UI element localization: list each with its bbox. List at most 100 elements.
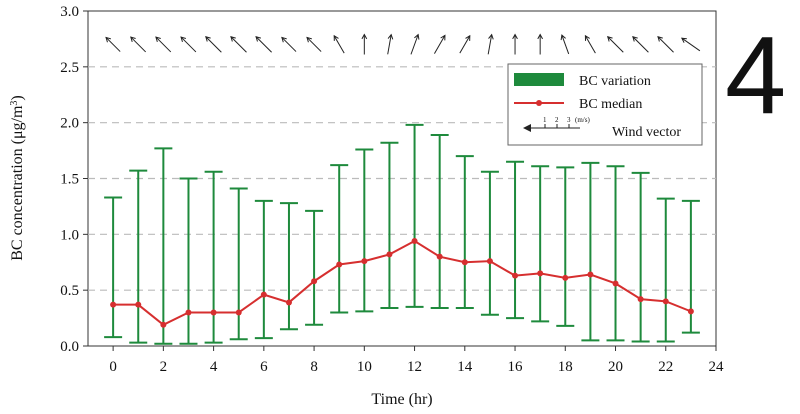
median-point bbox=[562, 274, 569, 281]
wind-vector-line bbox=[632, 36, 649, 53]
y-tick-label: 3.0 bbox=[60, 4, 79, 20]
legend-median-marker bbox=[536, 100, 542, 106]
wind-arrowhead-icon bbox=[130, 36, 136, 43]
wind-arrowhead-icon bbox=[488, 33, 494, 40]
median-point bbox=[135, 301, 142, 308]
wind-vector-line bbox=[180, 36, 197, 53]
y-tick-label: 2.0 bbox=[60, 116, 79, 132]
wind-vector-line bbox=[205, 36, 222, 53]
median-point bbox=[336, 261, 343, 268]
median-point bbox=[612, 280, 619, 287]
median-point bbox=[461, 259, 468, 266]
wind-arrowhead-icon bbox=[584, 34, 590, 41]
legend-wind-tick-label: 1 bbox=[543, 116, 547, 124]
median-point bbox=[637, 296, 644, 303]
y-axis-title: BC concentration (μg/m3) bbox=[9, 95, 27, 261]
wind-vector-line bbox=[459, 35, 471, 54]
median-point bbox=[110, 301, 117, 308]
x-tick-label: 16 bbox=[508, 359, 524, 375]
median-point bbox=[662, 298, 669, 305]
wind-vectors bbox=[105, 33, 701, 55]
y-tick-label: 0.5 bbox=[60, 283, 79, 299]
wind-vector-line bbox=[255, 36, 272, 53]
bc-median-series bbox=[110, 238, 694, 328]
x-tick-label: 6 bbox=[260, 359, 268, 375]
y-tick-label: 2.5 bbox=[60, 60, 79, 76]
wind-vector-line bbox=[105, 37, 121, 52]
median-point bbox=[260, 291, 267, 298]
wind-arrowhead-icon bbox=[333, 34, 339, 41]
x-tick-label: 20 bbox=[608, 359, 623, 375]
median-point bbox=[537, 270, 544, 277]
wind-arrowhead-icon bbox=[440, 34, 446, 41]
median-point bbox=[285, 299, 292, 306]
wind-vector-line bbox=[561, 34, 570, 55]
median-point bbox=[210, 309, 217, 316]
wind-arrowhead-icon bbox=[155, 36, 161, 43]
x-tick-label: 4 bbox=[210, 359, 218, 375]
wind-vector-line bbox=[155, 36, 172, 53]
median-point bbox=[185, 309, 192, 316]
y-tick-label: 1.5 bbox=[60, 172, 79, 188]
x-tick-label: 14 bbox=[457, 359, 473, 375]
x-axis-title: Time (hr) bbox=[371, 391, 432, 408]
legend-wind-unit: (m/s) bbox=[575, 116, 590, 124]
legend-variation-label: BC variation bbox=[579, 74, 651, 89]
median-point bbox=[436, 253, 443, 260]
median-point bbox=[687, 308, 694, 315]
y-tick-label: 1.0 bbox=[60, 227, 79, 243]
median-point bbox=[587, 271, 594, 278]
x-tick-label: 22 bbox=[658, 359, 673, 375]
wind-vector-line bbox=[410, 34, 419, 55]
gridlines bbox=[88, 66, 716, 291]
x-tick-label: 12 bbox=[407, 359, 422, 375]
median-point bbox=[235, 309, 242, 316]
wind-vector-line bbox=[281, 37, 297, 52]
wind-vector-line bbox=[657, 36, 674, 53]
legend-wind-tick-label: 3 bbox=[567, 116, 571, 124]
wind-vector-line bbox=[607, 36, 624, 53]
legend-median-label: BC median bbox=[579, 97, 642, 112]
wind-arrowhead-icon bbox=[306, 36, 312, 43]
wind-vector-line bbox=[584, 35, 596, 54]
x-tick-label: 2 bbox=[160, 359, 168, 375]
wind-arrowhead-icon bbox=[180, 36, 186, 43]
x-tick-label: 18 bbox=[558, 359, 573, 375]
wind-arrowhead-icon bbox=[607, 35, 613, 42]
wind-arrowhead-icon bbox=[105, 36, 111, 43]
y-tick-label: 0.0 bbox=[60, 339, 79, 355]
wind-arrowhead-icon bbox=[681, 37, 687, 43]
axes: 0.00.51.01.52.02.53.00 2 4 6 8 10 12 14 16 18 20 22… bbox=[60, 4, 724, 375]
wind-arrowhead-icon bbox=[632, 35, 638, 42]
wind-vector-line bbox=[230, 36, 247, 53]
wind-vector-line bbox=[306, 37, 322, 52]
x-tick-label: 0 bbox=[109, 359, 117, 375]
wind-arrowhead-icon bbox=[560, 34, 566, 41]
wind-vector-line bbox=[130, 36, 147, 53]
wind-arrowhead-icon bbox=[281, 36, 287, 43]
median-point bbox=[512, 272, 519, 279]
wind-vector-line bbox=[487, 34, 493, 55]
median-point bbox=[386, 251, 393, 258]
wind-vector-line bbox=[433, 35, 446, 54]
wind-arrowhead-icon bbox=[205, 35, 211, 42]
median-point bbox=[361, 258, 368, 265]
wind-arrowhead-icon bbox=[387, 33, 394, 40]
legend: BC variation BC median 1 2 3 (m/s) Wind … bbox=[507, 63, 703, 146]
median-line bbox=[113, 239, 692, 326]
wind-arrowhead-icon bbox=[361, 33, 368, 40]
legend-wind-label: Wind vector bbox=[612, 125, 681, 140]
median-point bbox=[160, 321, 167, 328]
legend-wind-scale: 1 2 3 (m/s) bbox=[523, 116, 590, 132]
x-tick-label: 8 bbox=[310, 359, 318, 375]
wind-vector-line bbox=[333, 35, 345, 54]
legend-variation-swatch bbox=[514, 73, 564, 86]
wind-arrowhead-icon bbox=[537, 33, 543, 40]
wind-arrowhead-icon bbox=[512, 33, 518, 40]
x-tick-label: 24 bbox=[709, 359, 725, 375]
wind-arrowhead-icon bbox=[230, 35, 236, 42]
wind-vector-line bbox=[387, 34, 392, 55]
median-point bbox=[411, 238, 418, 245]
wind-vector-line bbox=[681, 37, 701, 52]
